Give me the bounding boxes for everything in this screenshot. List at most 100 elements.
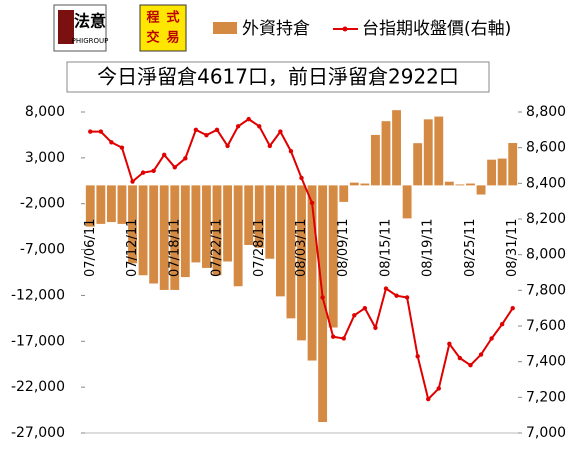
price-dot: [130, 179, 135, 184]
y-tick-label: -2,000: [20, 196, 65, 212]
x-tick-label: 07/22/11: [210, 219, 225, 277]
y2-tick-label: 7,400: [526, 354, 566, 370]
x-tick-label: 08/15/11: [378, 219, 393, 277]
logo-name: 法意: [74, 12, 106, 31]
bar: [138, 185, 148, 276]
price-dot: [172, 165, 177, 170]
bar: [96, 185, 106, 224]
price-dot: [341, 336, 346, 341]
bar: [392, 110, 401, 186]
y2-tick-label: 7,600: [526, 318, 566, 334]
bar: [286, 185, 296, 319]
bar: [85, 185, 95, 227]
price-dot: [151, 168, 156, 174]
title-box: [66, 61, 490, 93]
logo-icon: [58, 10, 74, 44]
bar: [444, 181, 454, 186]
bar: [275, 185, 285, 297]
legend-swatch: [213, 22, 237, 34]
price-dot: [426, 396, 431, 402]
bar: [223, 185, 233, 262]
bar: [508, 143, 518, 186]
price-dot: [468, 363, 473, 368]
price-dot: [162, 152, 167, 157]
logo2-char: 易: [166, 31, 179, 46]
bar: [476, 185, 486, 195]
bar: [128, 185, 137, 264]
bar: [106, 185, 116, 223]
y-tick-label: -17,000: [11, 333, 65, 349]
bar: [297, 185, 306, 341]
logo2-box: [139, 4, 187, 52]
price-dot: [415, 354, 420, 359]
bar: [466, 183, 475, 186]
price-dot: [362, 305, 368, 311]
price-dot: [183, 156, 188, 161]
bar: [339, 185, 349, 202]
price-dot: [299, 175, 304, 181]
price-dot: [330, 334, 336, 339]
price-dot: [119, 145, 125, 150]
bar: [307, 185, 317, 361]
bar: [265, 185, 275, 259]
x-tick-label: 08/09/11: [336, 219, 351, 277]
x-tick-label: 07/18/11: [167, 219, 182, 277]
price-dot: [383, 286, 389, 291]
bar: [244, 185, 254, 245]
price-dot: [489, 336, 494, 341]
bar: [402, 185, 412, 219]
bar: [487, 159, 497, 186]
price-dot: [109, 140, 114, 145]
price-dot: [457, 355, 463, 361]
x-tick-label: 08/19/11: [421, 219, 436, 277]
x-tick-label: 08/25/11: [463, 219, 478, 277]
logo-sub: PHIGROUP: [72, 37, 109, 45]
bar: [318, 185, 328, 422]
bar: [349, 182, 359, 186]
price-dot: [88, 129, 93, 134]
price-dot: [499, 322, 505, 327]
price-dot: [320, 295, 325, 300]
x-tick-label: 07/06/11: [83, 219, 98, 277]
x-tick-label: 08/31/11: [505, 219, 520, 277]
price-dot: [98, 129, 104, 134]
bar: [497, 158, 507, 186]
y2-tick-label: 8,000: [526, 247, 566, 263]
bar: [117, 185, 127, 224]
y-tick-label: 8,000: [25, 104, 65, 120]
price-dot: [193, 127, 199, 133]
price-dot: [140, 170, 146, 175]
bar: [370, 134, 380, 186]
price-dot: [214, 127, 220, 133]
price-dot: [404, 295, 410, 300]
y2-tick-label: 7,200: [526, 389, 566, 405]
price-dot: [394, 293, 399, 298]
price-dot: [309, 200, 315, 206]
bar: [212, 185, 222, 276]
price-dot: [447, 341, 452, 347]
price-dot: [225, 143, 230, 149]
chart-title: 今日淨留倉4617口，前日淨留倉2922口: [97, 65, 459, 89]
bar: [170, 185, 180, 290]
price-dot: [246, 116, 251, 122]
y2-tick-label: 7,000: [526, 425, 566, 441]
price-dot: [373, 325, 378, 330]
bar: [423, 119, 433, 186]
bar: [233, 185, 243, 287]
legend-label: 台指期收盤價(右軸): [362, 19, 511, 39]
logo2-char: 程: [146, 11, 159, 26]
x-tick-label: 07/12/11: [125, 219, 140, 277]
price-dot: [235, 124, 241, 129]
bar: [413, 143, 423, 186]
y-tick-label: 3,000: [25, 150, 65, 166]
y2-tick-label: 8,200: [526, 211, 566, 227]
x-tick-label: 08/03/11: [294, 219, 309, 277]
bar: [455, 184, 465, 186]
y2-tick-label: 8,800: [526, 104, 566, 120]
bar: [328, 185, 338, 328]
bar: [360, 183, 370, 186]
legend-label: 外資持倉: [242, 19, 310, 39]
y2-tick-label: 8,400: [526, 175, 566, 191]
logo2-char: 式: [166, 10, 179, 26]
